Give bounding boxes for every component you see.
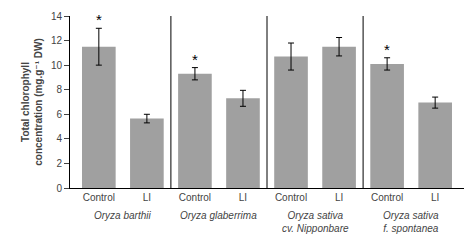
svg-text:4: 4: [56, 133, 62, 144]
svg-text:Oryza barthii: Oryza barthii: [94, 210, 151, 221]
svg-text:14: 14: [51, 11, 63, 22]
svg-text:Oryza glaberrima: Oryza glaberrima: [180, 210, 257, 221]
svg-text:Control: Control: [275, 192, 307, 203]
svg-text:*: *: [384, 41, 390, 58]
svg-text:LI: LI: [143, 192, 151, 203]
svg-text:10: 10: [51, 60, 63, 71]
svg-text:12: 12: [51, 35, 63, 46]
svg-text:LI: LI: [335, 192, 343, 203]
svg-text:*: *: [96, 11, 102, 28]
svg-text:LI: LI: [239, 192, 247, 203]
svg-text:Oryza sativaf. spontanea: Oryza sativaf. spontanea: [383, 210, 439, 234]
svg-text:Control: Control: [179, 192, 211, 203]
svg-text:Total chlorophyllconcentration: Total chlorophyllconcentration (mg.g⁻¹ D…: [20, 38, 44, 166]
svg-text:6: 6: [56, 109, 62, 120]
svg-text:Control: Control: [83, 192, 115, 203]
svg-text:0: 0: [56, 183, 62, 194]
svg-text:Control: Control: [371, 192, 403, 203]
svg-text:*: *: [192, 51, 198, 68]
svg-text:LI: LI: [431, 192, 439, 203]
svg-text:8: 8: [56, 84, 62, 95]
svg-text:2: 2: [56, 158, 62, 169]
svg-text:Oryza sativacv. Nipponbare: Oryza sativacv. Nipponbare: [282, 210, 349, 234]
